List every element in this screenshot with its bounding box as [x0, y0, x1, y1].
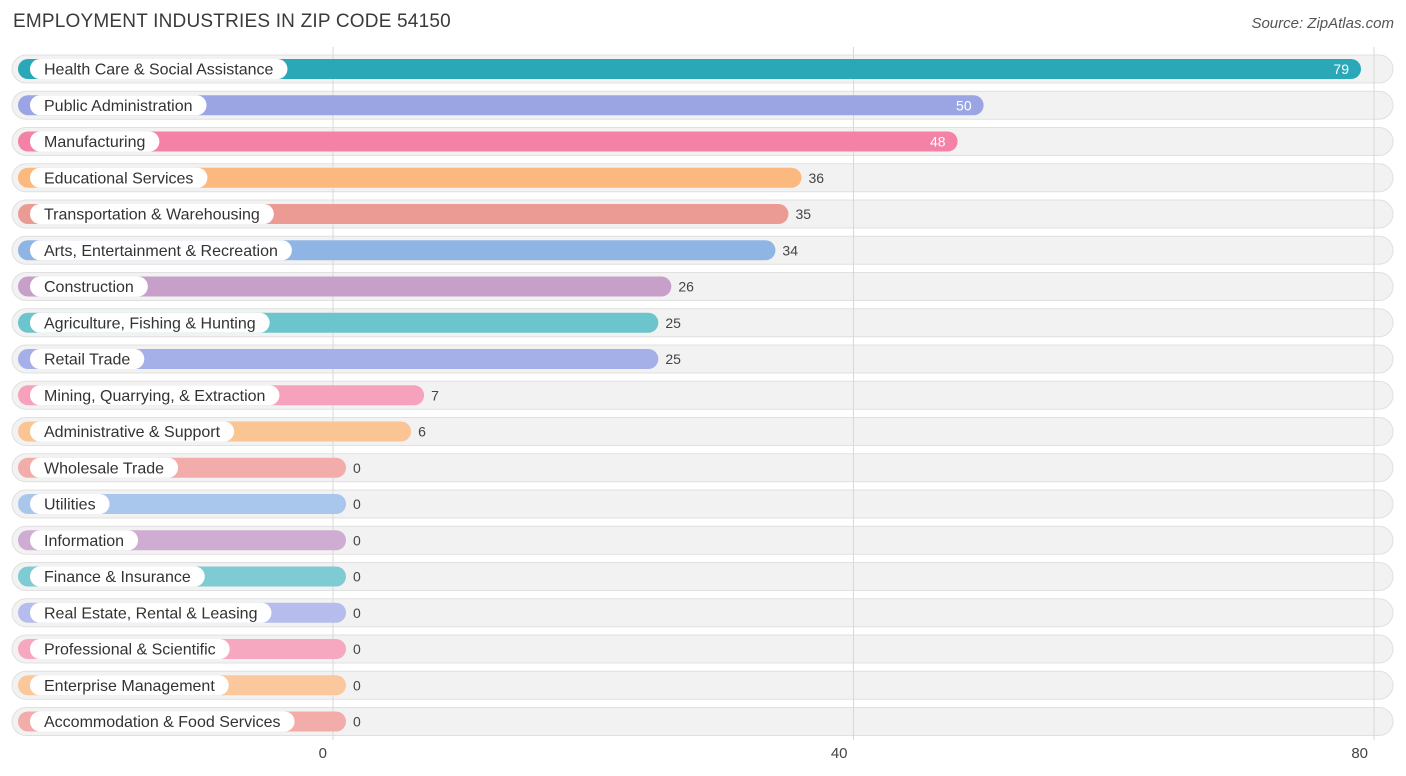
label-pill [30, 675, 229, 696]
category-label: Utilities [44, 497, 96, 514]
bar [18, 167, 802, 188]
row-background [11, 670, 1394, 700]
label-pill [30, 276, 148, 297]
label-pill [30, 59, 288, 79]
value-label: 0 [353, 714, 361, 730]
value-label: 0 [353, 605, 361, 621]
value-label: 7 [431, 387, 439, 403]
value-label: 79 [1333, 61, 1349, 77]
x-tick-label: 0 [319, 745, 327, 762]
x-tick-label: 40 [831, 745, 848, 762]
label-pill [30, 131, 160, 152]
category-label: Accommodation & Food Services [44, 714, 281, 731]
category-label: Transportation & Warehousing [44, 207, 260, 224]
value-label: 0 [353, 569, 361, 585]
value-label: 36 [808, 170, 824, 186]
category-label: Mining, Quarrying, & Extraction [44, 388, 265, 405]
bar [18, 131, 958, 152]
bar [18, 349, 659, 369]
chart-source: Source: ZipAtlas.com [1251, 15, 1394, 32]
row-background [11, 598, 1394, 628]
label-pill [30, 457, 179, 478]
label-pill [30, 385, 280, 406]
label-pill [30, 711, 295, 732]
row-background [11, 562, 1394, 591]
label-pill [30, 494, 110, 514]
label-pill [30, 167, 208, 188]
label-pill [30, 639, 230, 659]
value-label: 26 [678, 279, 694, 295]
x-tick-label: 80 [1351, 745, 1368, 762]
label-pill [30, 240, 292, 261]
category-label: Agriculture, Fishing & Hunting [44, 315, 256, 332]
label-pill [30, 95, 207, 116]
label-pill [30, 530, 139, 551]
category-label: Educational Services [44, 170, 193, 187]
row-background [11, 634, 1394, 664]
value-label: 25 [665, 315, 681, 331]
value-label: 0 [353, 532, 361, 548]
category-label: Professional & Scientific [44, 642, 216, 659]
value-label: 25 [665, 351, 681, 367]
row-background [11, 453, 1394, 483]
bars: Health Care & Social Assistance 79 Public … [18, 59, 1361, 732]
chart-title: EMPLOYMENT INDUSTRIES IN ZIP CODE 54150 [13, 11, 451, 32]
label-pill [30, 349, 145, 369]
category-label: Enterprise Management [44, 678, 215, 695]
label-pill [30, 602, 272, 623]
category-label: Retail Trade [44, 352, 130, 369]
label-pill [30, 312, 270, 333]
category-label: Construction [44, 279, 134, 296]
value-label: 0 [353, 460, 361, 476]
bar [18, 276, 672, 297]
bar [18, 95, 984, 116]
value-label: 0 [353, 677, 361, 693]
value-label: 50 [956, 97, 972, 113]
value-label: 0 [353, 641, 361, 657]
value-label: 6 [418, 424, 426, 440]
category-label: Information [44, 533, 124, 550]
category-label: Arts, Entertainment & Recreation [44, 243, 278, 260]
x-axis-ticks: 0 40 80 [319, 745, 1368, 762]
label-pill [30, 421, 235, 442]
value-label: 0 [353, 496, 361, 512]
label-pill [30, 566, 205, 587]
row-background [11, 489, 1394, 519]
category-label: Finance & Insurance [44, 569, 191, 586]
value-label: 48 [930, 134, 946, 150]
label-pill [30, 204, 274, 224]
row-background [11, 707, 1394, 736]
row-background [11, 525, 1394, 555]
category-label: Health Care & Social Assistance [44, 62, 274, 79]
value-label: 35 [795, 206, 811, 222]
value-label: 34 [782, 242, 798, 258]
bar [18, 59, 1361, 79]
category-label: Wholesale Trade [44, 460, 164, 477]
category-label: Real Estate, Rental & Leasing [44, 605, 257, 622]
category-label: Administrative & Support [44, 424, 221, 441]
category-label: Public Administration [44, 98, 193, 115]
category-label: Manufacturing [44, 134, 145, 151]
